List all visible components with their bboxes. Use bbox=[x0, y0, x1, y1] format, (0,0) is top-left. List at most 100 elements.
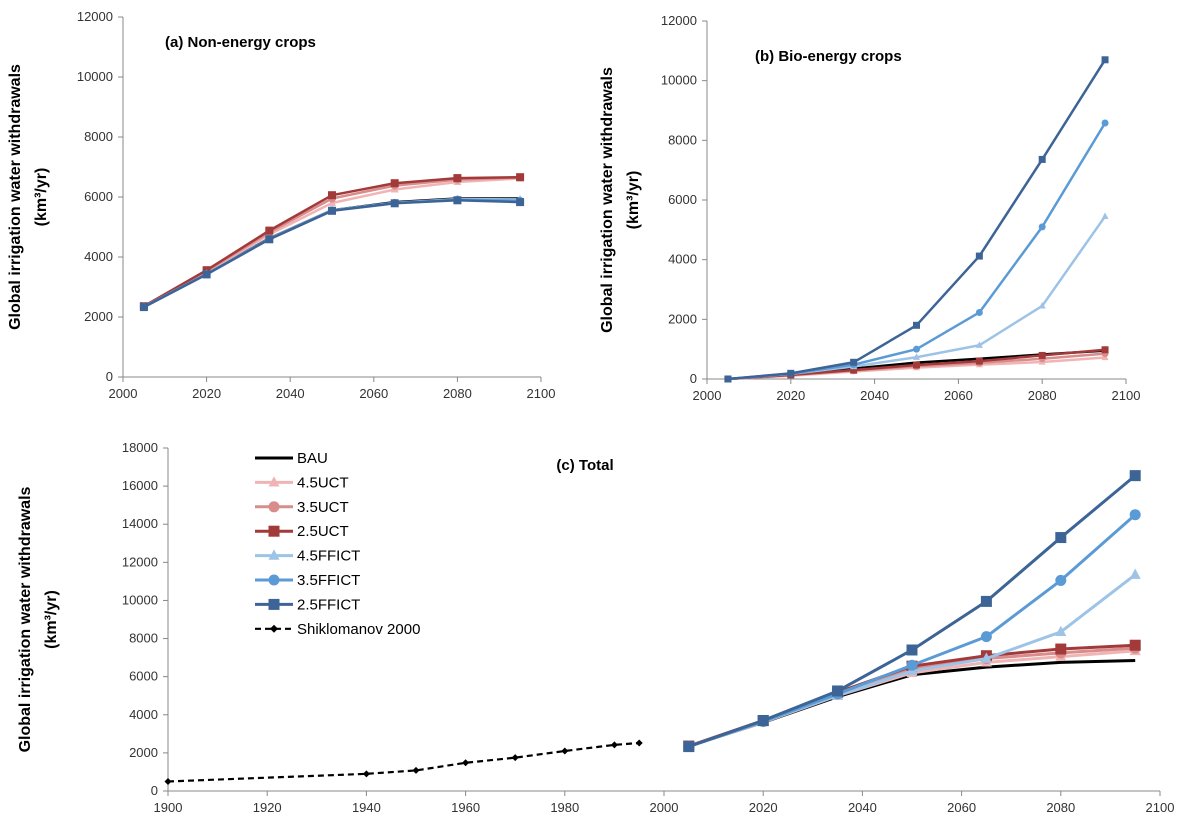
series-line bbox=[143, 198, 521, 308]
legend-item-2-5uct: 2.5UCT bbox=[255, 523, 349, 540]
data-point bbox=[1101, 212, 1109, 220]
x-tick-label: 2040 bbox=[276, 386, 305, 401]
y-tick-label: 2000 bbox=[668, 311, 697, 326]
series-line bbox=[688, 474, 1137, 749]
legend-marker bbox=[268, 476, 280, 487]
legend-item-4-5ffict: 4.5FFICT bbox=[255, 548, 360, 565]
legend-label: 4.5UCT bbox=[297, 474, 349, 491]
y-tick-label: 18000 bbox=[122, 440, 158, 455]
y-tick-label: 4000 bbox=[129, 707, 158, 722]
data-point bbox=[1038, 301, 1046, 309]
series-shiklomanov-2000 bbox=[164, 739, 643, 785]
data-point bbox=[561, 747, 569, 755]
data-point bbox=[516, 173, 525, 182]
data-point bbox=[975, 357, 983, 365]
panel-b: 0 2000 4000 6000 8000 10000 12000 2000 2020 2040 2… bbox=[599, 13, 1140, 403]
data-point bbox=[635, 739, 643, 747]
y-tick-label: 8000 bbox=[84, 129, 113, 144]
legend-marker bbox=[270, 624, 278, 633]
x-tick-label: 2000 bbox=[650, 800, 679, 815]
data-point bbox=[1055, 532, 1067, 544]
data-point bbox=[975, 341, 983, 348]
data-point bbox=[610, 741, 618, 749]
data-point bbox=[164, 777, 172, 785]
data-point bbox=[390, 199, 399, 208]
data-point bbox=[516, 198, 525, 207]
x-tick-label: 2000 bbox=[693, 388, 722, 403]
y-tick-label: 12000 bbox=[661, 13, 697, 28]
series-4-5ffict bbox=[724, 212, 1109, 382]
y-tick-label: 0 bbox=[106, 369, 113, 384]
data-point bbox=[390, 179, 399, 188]
y-tick-label: 12000 bbox=[122, 554, 158, 569]
panel-title: (c) Total bbox=[556, 457, 613, 474]
data-point bbox=[202, 270, 211, 279]
legend-marker bbox=[268, 525, 280, 537]
data-point bbox=[265, 235, 274, 244]
series-2-5uct bbox=[139, 173, 525, 311]
data-point bbox=[980, 595, 992, 607]
data-point bbox=[913, 353, 920, 360]
data-point bbox=[832, 685, 844, 697]
series-line bbox=[688, 513, 1137, 748]
series-line bbox=[727, 122, 1107, 381]
y-tick-label: 10000 bbox=[661, 73, 697, 88]
y-tick-label: 2000 bbox=[129, 745, 158, 760]
legend-label: 3.5UCT bbox=[297, 499, 349, 516]
legend-label: 4.5FFICT bbox=[297, 548, 360, 565]
legend-item-shiklomanov-2000: Shiklomanov 2000 bbox=[255, 621, 420, 638]
y-axis-label: Global irrigation water withdrawals bbox=[17, 486, 34, 752]
y-tick-label: 4000 bbox=[668, 252, 697, 267]
data-point bbox=[328, 206, 336, 215]
y-tick-label: 2000 bbox=[84, 309, 113, 324]
legend-label: Shiklomanov 2000 bbox=[297, 621, 420, 638]
data-point bbox=[1101, 56, 1109, 64]
data-point bbox=[980, 652, 992, 663]
series-3-5ffict bbox=[724, 119, 1109, 383]
data-point bbox=[1129, 509, 1141, 521]
data-point bbox=[1038, 223, 1046, 231]
x-tick-label: 2100 bbox=[1112, 388, 1141, 403]
legend-marker bbox=[268, 549, 280, 560]
x-tick-label: 2040 bbox=[848, 800, 877, 815]
y-tick-label: 0 bbox=[151, 783, 158, 798]
y-tick-label: 0 bbox=[690, 371, 697, 386]
legend-item-bau: BAU bbox=[255, 450, 328, 467]
y-tick-label: 14000 bbox=[122, 516, 158, 531]
data-point bbox=[1055, 625, 1067, 637]
data-point bbox=[1055, 643, 1067, 655]
data-point bbox=[1055, 574, 1067, 586]
data-point bbox=[757, 714, 769, 726]
data-point bbox=[265, 226, 274, 235]
data-point bbox=[850, 358, 858, 366]
legend-item-3-5uct: 3.5UCT bbox=[255, 499, 349, 516]
series-2-5ffict bbox=[139, 196, 525, 312]
x-tick-label: 2100 bbox=[1146, 800, 1175, 815]
panel-title: (a) Non-energy crops bbox=[165, 34, 316, 51]
data-point bbox=[453, 196, 462, 205]
y-tick-label: 12000 bbox=[77, 9, 113, 24]
data-point bbox=[139, 303, 148, 312]
x-tick-label: 1900 bbox=[154, 800, 183, 815]
y-tick-label: 10000 bbox=[122, 592, 158, 607]
data-point bbox=[906, 644, 918, 656]
legend-item-3-5ffict: 3.5FFICT bbox=[255, 572, 360, 589]
y-axis-label: Global irrigation water withdrawals bbox=[7, 64, 24, 330]
x-tick-label: 2020 bbox=[776, 388, 805, 403]
data-point bbox=[913, 321, 920, 329]
x-tick-label: 2100 bbox=[527, 386, 556, 401]
y-tick-label: 8000 bbox=[668, 132, 697, 147]
series-2-5ffict bbox=[683, 470, 1141, 753]
data-point bbox=[1038, 351, 1046, 359]
series-line bbox=[727, 59, 1107, 381]
panel-a: 0 2000 4000 6000 8000 10000 12000 2000 2020 2040 2… bbox=[7, 9, 555, 401]
data-point bbox=[1129, 470, 1141, 482]
data-point bbox=[462, 759, 470, 767]
x-tick-label: 1920 bbox=[253, 800, 282, 815]
series-line bbox=[143, 197, 521, 308]
series-line bbox=[143, 199, 521, 309]
x-tick-label: 2060 bbox=[944, 388, 973, 403]
y-tick-label: 4000 bbox=[84, 249, 113, 264]
legend-item-4-5uct: 4.5UCT bbox=[255, 474, 349, 491]
y-tick-label: 6000 bbox=[668, 192, 697, 207]
